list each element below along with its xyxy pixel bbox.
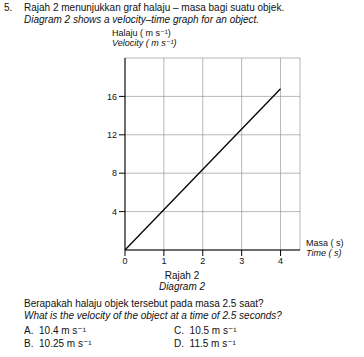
html-text:Time ( s): Time ( s)	[306, 248, 342, 258]
html-text:5.: 5.	[4, 2, 13, 13]
html-text:B. 10.25 m s⁻¹: B. 10.25 m s⁻¹	[24, 338, 92, 349]
svg-text:1: 1	[161, 256, 166, 266]
html-text:C. 10.5 m s⁻¹: C. 10.5 m s⁻¹	[174, 325, 237, 336]
html-text:Diagram 2: Diagram 2	[158, 281, 206, 292]
svg-text:16: 16	[107, 92, 117, 102]
html-text:Rajah 2: Rajah 2	[164, 270, 200, 281]
svg-text:4: 4	[278, 256, 283, 266]
html-text:Velocity ( m s⁻¹): Velocity ( m s⁻¹)	[112, 38, 177, 48]
html-text:What is the velocity of the ob: What is the velocity of the object at a …	[24, 310, 282, 321]
svg-text:2: 2	[200, 256, 205, 266]
svg-text:0: 0	[122, 256, 127, 266]
html-text:A. 10.4 m s⁻¹: A. 10.4 m s⁻¹	[24, 325, 86, 336]
svg-text:3: 3	[239, 256, 244, 266]
html-text:Halaju ( m s⁻¹): Halaju ( m s⁻¹)	[112, 28, 171, 38]
html-text:Diagram 2 shows a velocity–tim: Diagram 2 shows a velocity–time graph fo…	[24, 14, 260, 25]
html-text:Masa ( s): Masa ( s)	[306, 238, 344, 248]
svg-text:4: 4	[112, 207, 117, 217]
html-text:Rajah 2 menunjukkan graf halaj: Rajah 2 menunjukkan graf halaju – masa b…	[24, 2, 285, 13]
svg-text:12: 12	[107, 130, 117, 140]
svg-text:8: 8	[112, 168, 117, 178]
html-text:D. 11.5 m s⁻¹: D. 11.5 m s⁻¹	[174, 338, 236, 349]
html-text:Berapakah halaju objek tersebu: Berapakah halaju objek tersebut pada mas…	[24, 298, 264, 309]
